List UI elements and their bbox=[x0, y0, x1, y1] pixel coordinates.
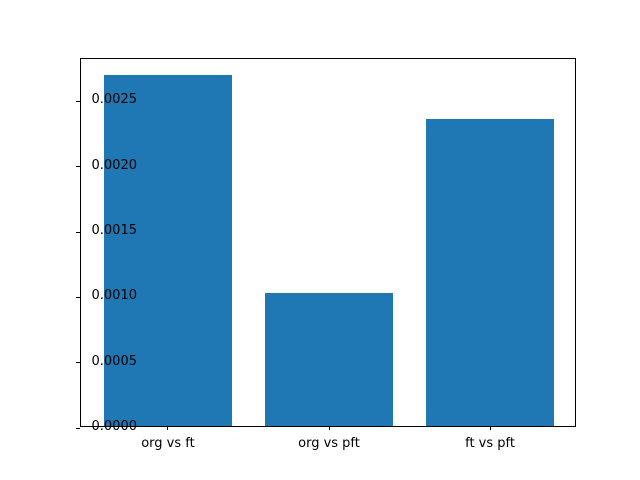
y-tick-label-0.0000: 0.0000 bbox=[91, 419, 138, 434]
y-tick-label-0.0010: 0.0010 bbox=[91, 288, 138, 304]
x-tick-label-org-vs-ft: org vs ft bbox=[141, 436, 195, 451]
y-tick-label-0.0020: 0.0020 bbox=[91, 157, 138, 173]
bar-org-vs-pft bbox=[264, 292, 394, 426]
bar-org-vs-ft bbox=[103, 74, 233, 426]
x-tick-label-org-vs-pft: org vs pft bbox=[298, 436, 360, 451]
y-tick-mark bbox=[76, 427, 80, 429]
y-tick-mark bbox=[76, 166, 80, 168]
y-tick-mark bbox=[76, 362, 80, 364]
x-tick-mark bbox=[328, 426, 330, 430]
y-tick-mark bbox=[76, 100, 80, 102]
y-tick-label-0.0005: 0.0005 bbox=[91, 353, 138, 369]
y-tick-label-0.0015: 0.0015 bbox=[91, 223, 138, 239]
y-tick-label-0.0025: 0.0025 bbox=[91, 92, 138, 108]
x-tick-mark bbox=[489, 426, 491, 430]
x-tick-label-ft-vs-pft: ft vs pft bbox=[465, 436, 515, 451]
plot-area: org vs ft org vs pft ft vs pft bbox=[76, 58, 576, 451]
bar-ft-vs-pft bbox=[425, 119, 555, 426]
x-tick-mark bbox=[167, 426, 169, 430]
y-tick-mark bbox=[76, 231, 80, 233]
y-tick-mark bbox=[76, 296, 80, 298]
